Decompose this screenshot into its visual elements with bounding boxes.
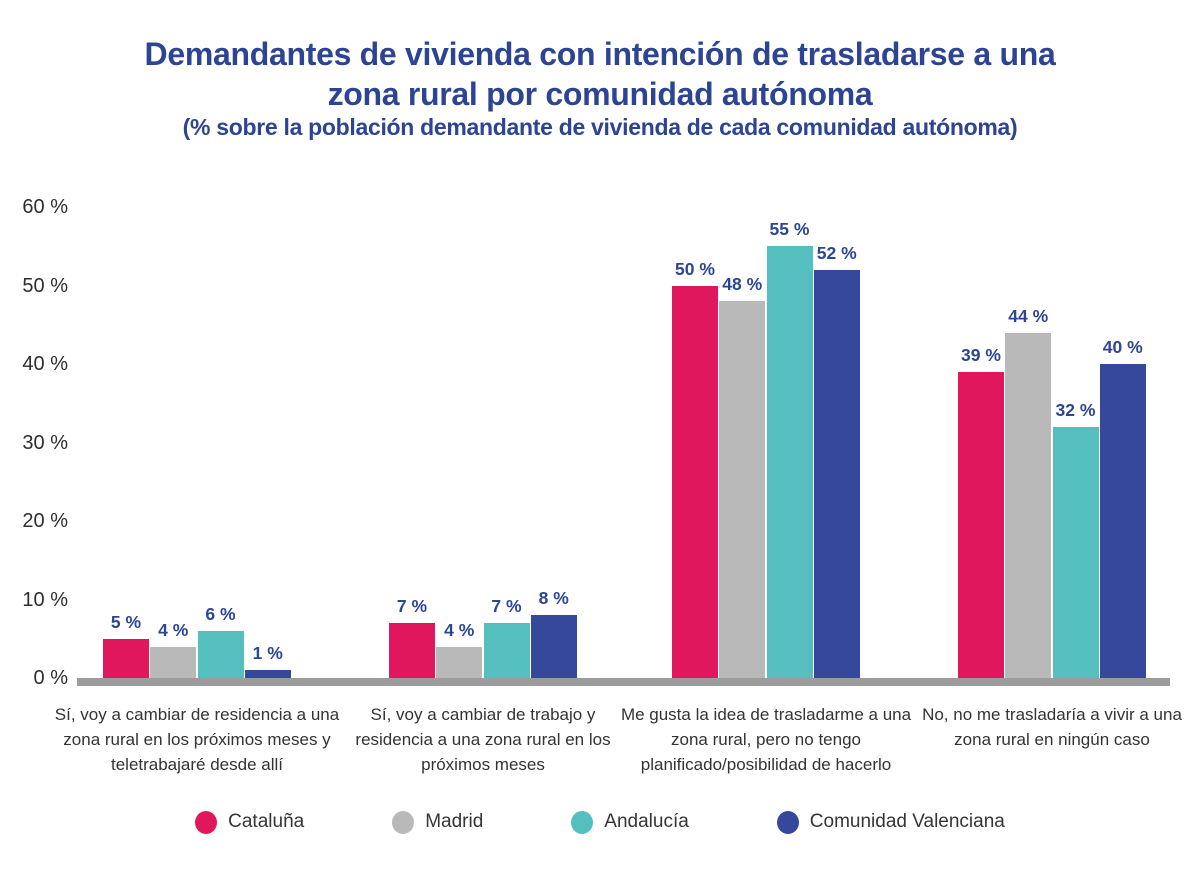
bar-cataluña-cat4 (958, 371, 1004, 678)
value-label: 7 % (396, 596, 428, 617)
legend-marker-icon (195, 810, 218, 834)
category-label: Sí, voy a cambiar de trabajo y residenci… (355, 705, 611, 774)
bar-cataluña-cat2 (389, 623, 435, 678)
legend-item-andalucía: Andalucía (571, 810, 689, 834)
bar-cataluña-cat3 (672, 285, 718, 678)
x-axis-baseline (77, 678, 1170, 686)
page-title-line2: zona rural por comunidad autónoma (327, 76, 873, 112)
value-label: 5 % (110, 611, 142, 632)
bar-andalucía-cat4 (1052, 426, 1099, 678)
y-axis-tick: 0 % (33, 667, 68, 689)
page-title-line1: Demandantes de vivienda con intención de… (144, 36, 1056, 72)
legend-item-comunidad-valenciana: Comunidad Valenciana (776, 810, 1005, 834)
bar-andalucía-cat1 (197, 630, 244, 678)
category-label: No, no me trasladaría a vivir a una zona… (922, 705, 1182, 749)
bar-madrid-cat2 (436, 646, 483, 678)
page-title: Demandantes de vivienda con intención de… (0, 34, 1200, 114)
y-axis-tick: 20 % (22, 510, 68, 532)
y-axis-tick: 60 % (22, 196, 68, 218)
value-label: 48 % (722, 274, 763, 295)
page-subtitle: (% sobre la población demandante de vivi… (182, 114, 1018, 140)
value-label: 32 % (1055, 399, 1096, 420)
plot-area: 5 % 4 % 6 % 1 % 7 % 4 % 7 % 8 % 50 % 48 % 55 % 52 %… (77, 192, 1170, 686)
value-label: 55 % (769, 219, 810, 240)
bar-andalucía-cat3 (766, 246, 813, 678)
value-label: 4 % (444, 619, 475, 640)
value-label: 39 % (961, 344, 1001, 365)
value-label: 44 % (1008, 305, 1049, 326)
legend: Cataluña Madrid Andalucía Comunidad Valenci… (0, 800, 1200, 844)
legend-item-madrid: Madrid (392, 810, 484, 834)
bar-madrid-cat1 (150, 646, 197, 678)
value-label: 6 % (205, 603, 236, 624)
legend-marker-icon (392, 810, 415, 834)
y-axis-tick: 50 % (22, 274, 68, 297)
bar-madrid-cat3 (719, 301, 766, 678)
category-label: Me gusta la idea de trasladarme a una zo… (620, 705, 912, 774)
bar-comunidad-valenciana-cat3 (813, 269, 860, 678)
bar-comunidad-valenciana-cat1 (244, 670, 291, 678)
legend-label: Madrid (425, 811, 484, 832)
legend-label: Andalucía (604, 811, 689, 832)
value-label: 1 % (252, 643, 283, 664)
legend-marker-icon (776, 810, 799, 834)
legend-marker-icon (571, 810, 594, 834)
bar-comunidad-valenciana-cat4 (1099, 364, 1146, 678)
value-label: 8 % (538, 588, 569, 609)
y-axis-tick: 10 % (22, 588, 68, 611)
bar-comunidad-valenciana-cat2 (530, 615, 577, 678)
bar-andalucía-cat2 (483, 623, 530, 678)
bar-cataluña-cat1 (103, 638, 149, 678)
value-label: 52 % (816, 242, 857, 263)
legend-item-cataluña: Cataluña (195, 810, 305, 834)
value-label: 7 % (491, 596, 522, 617)
legend-label: Comunidad Valenciana (809, 811, 1005, 832)
value-label: 4 % (158, 619, 189, 640)
value-label: 40 % (1102, 337, 1143, 357)
category-label: Sí, voy a cambiar de residencia a una zo… (54, 705, 340, 774)
y-axis-tick: 30 % (22, 431, 68, 454)
legend-label: Cataluña (228, 811, 305, 832)
bar-madrid-cat4 (1005, 332, 1052, 678)
y-axis-tick: 40 % (22, 353, 68, 375)
value-label: 50 % (675, 258, 715, 279)
